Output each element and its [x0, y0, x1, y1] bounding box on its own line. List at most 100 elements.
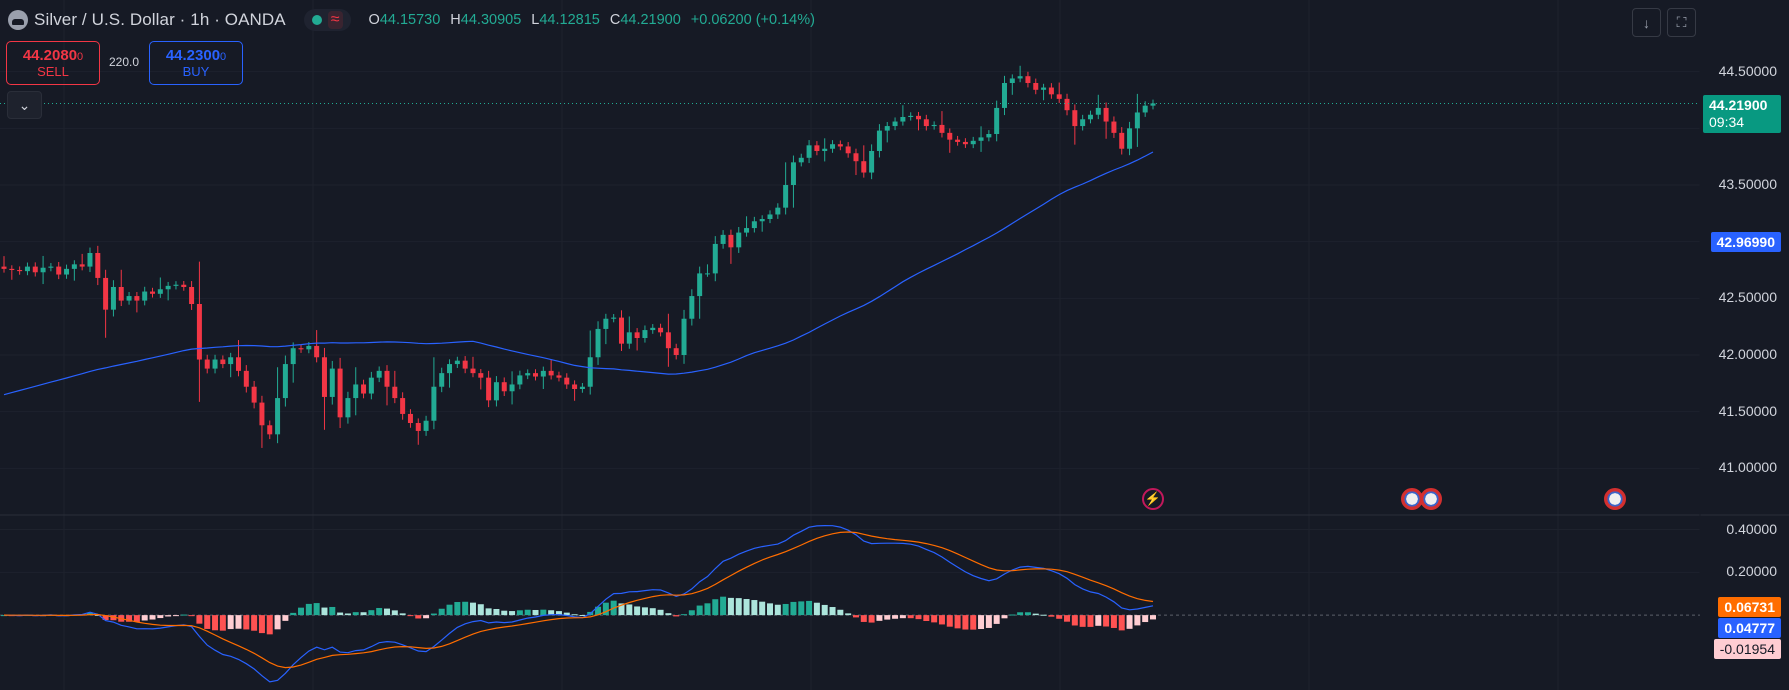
candle-body	[1080, 119, 1086, 127]
histogram-bar	[1040, 614, 1047, 616]
histogram-bar	[360, 612, 367, 616]
candle-body	[204, 359, 210, 369]
candle-body	[1064, 98, 1070, 111]
price-tick-label: 44.50000	[1718, 62, 1777, 79]
candle-body	[548, 370, 554, 376]
histogram-bar	[313, 603, 320, 616]
histogram-bar	[251, 615, 258, 631]
sell-price: 44.2080	[22, 47, 78, 64]
candle-body	[642, 330, 648, 338]
market-status-pill[interactable]: ≈	[303, 9, 351, 31]
histogram-bar	[516, 610, 523, 616]
candle-body	[572, 384, 578, 389]
histogram-bar	[462, 601, 469, 616]
histogram-bar	[548, 610, 555, 616]
candle-body	[142, 291, 148, 301]
candle-body	[134, 296, 140, 301]
us-flag-icon[interactable]	[1420, 488, 1442, 510]
histogram-bar	[735, 598, 742, 616]
histogram-bar	[759, 601, 766, 616]
buy-price-small: 0	[220, 51, 227, 63]
histogram-value-badge: -0.01954	[1713, 639, 1781, 659]
candle-body	[994, 107, 1000, 134]
lightning-icon[interactable]: ⚡	[1142, 488, 1164, 510]
histogram-bar	[727, 597, 734, 616]
candle-body	[79, 264, 85, 267]
us-flag-icon[interactable]	[1604, 488, 1626, 510]
candle-body	[259, 402, 265, 426]
candle-body	[462, 360, 468, 369]
candle-body	[486, 377, 492, 401]
candle-body	[876, 130, 882, 151]
arrow-down-icon[interactable]: ↓	[1632, 8, 1661, 37]
histogram-bar	[149, 615, 156, 620]
candle-body	[1041, 87, 1047, 90]
buy-button[interactable]: 44.23000 BUY	[149, 41, 243, 85]
histogram-bar	[712, 599, 719, 616]
histogram-bar	[376, 607, 383, 616]
candle-body	[71, 264, 77, 269]
histogram-bar	[212, 615, 219, 631]
candle-body	[916, 115, 922, 120]
histogram-bar	[1134, 615, 1141, 626]
histogram-bar	[899, 615, 906, 619]
histogram-bar	[290, 612, 297, 616]
candle-body	[564, 377, 570, 385]
price-tick-label: 41.50000	[1718, 402, 1777, 419]
histogram-bar	[571, 614, 578, 616]
buy-label: BUY	[182, 64, 210, 79]
histogram-bar	[399, 613, 406, 616]
histogram-bar	[673, 615, 680, 617]
histogram-bar	[352, 612, 359, 616]
histogram-bar	[407, 615, 414, 617]
histogram-bar	[165, 615, 172, 617]
macd-tick-label: 0.40000	[1726, 520, 1777, 537]
candle-body	[697, 273, 703, 297]
candle-body	[775, 207, 781, 215]
candle-body	[1150, 103, 1156, 106]
candle-body	[173, 284, 179, 286]
candle-body	[869, 151, 875, 173]
histogram-bar	[1142, 615, 1149, 623]
candle-body	[150, 291, 156, 294]
candle-body	[9, 268, 15, 270]
candle-body	[1111, 121, 1117, 133]
histogram-bar	[1024, 612, 1031, 616]
candle-body	[235, 357, 241, 371]
histogram-bar	[774, 604, 781, 616]
buy-price: 44.2300	[165, 47, 221, 64]
histogram-bar	[337, 612, 344, 616]
candle-body	[290, 348, 296, 365]
candle-body	[931, 124, 937, 127]
market-open-dot-icon	[311, 15, 322, 25]
histogram-bar	[469, 602, 476, 616]
histogram-bar	[938, 615, 945, 625]
candle-body	[579, 386, 585, 389]
candle-body	[118, 287, 124, 301]
histogram-bar	[219, 615, 226, 631]
fullscreen-icon[interactable]: ⛶	[1667, 8, 1696, 37]
sell-button[interactable]: 44.20800 SELL	[6, 41, 100, 85]
histogram-bar	[978, 615, 985, 630]
histogram-bar	[94, 614, 101, 616]
candle-body	[783, 185, 789, 208]
candle-body	[658, 327, 664, 333]
histogram-bar	[454, 602, 461, 616]
low-value: 44.12815	[539, 12, 600, 28]
close-label: C	[609, 12, 621, 28]
candle-body	[361, 384, 367, 394]
histogram-bar	[329, 606, 336, 616]
histogram-bar	[430, 613, 437, 616]
histogram-bar	[915, 615, 922, 620]
candle-body	[970, 140, 976, 145]
candle-body	[1087, 114, 1093, 120]
histogram-bar	[884, 615, 891, 620]
price-tick-label: 42.50000	[1718, 289, 1777, 306]
candle-body	[212, 359, 218, 369]
chevron-down-icon[interactable]: ⌄	[7, 91, 42, 119]
candle-body	[900, 117, 906, 122]
histogram-bar	[579, 615, 586, 617]
candle-body	[806, 145, 812, 158]
symbol-title[interactable]: Silver / U.S. Dollar · 1h · OANDA	[34, 10, 286, 29]
